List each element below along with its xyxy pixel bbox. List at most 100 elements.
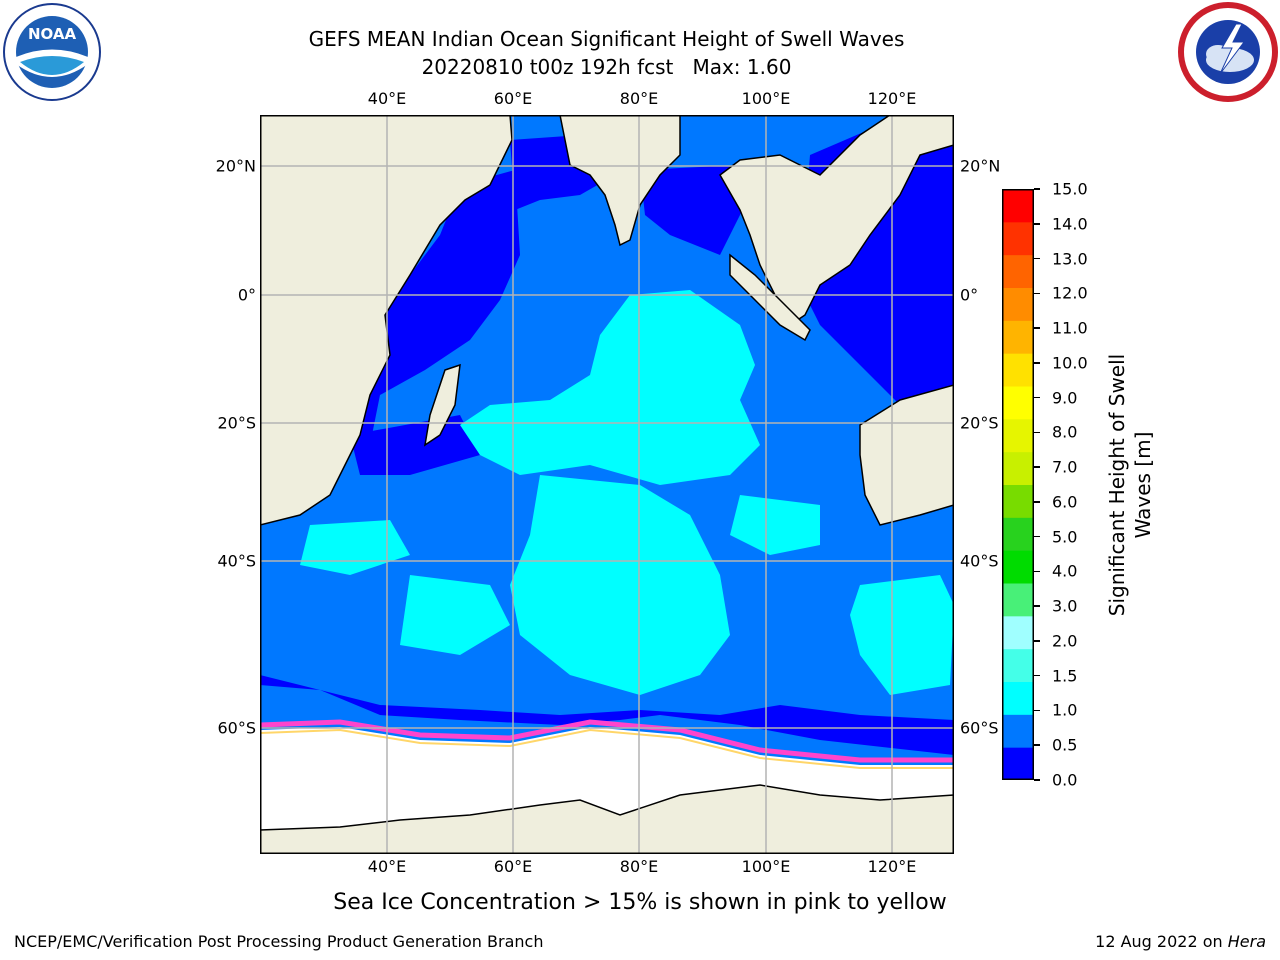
colorbar-band [1002, 320, 1034, 354]
colorbar-tick-mark [1034, 640, 1040, 642]
colorbar-tick-label: 11.0 [1052, 318, 1088, 338]
india-landmass [559, 114, 681, 247]
colorbar-tick-label: 15.0 [1052, 179, 1088, 199]
colorbar-tick-mark [1034, 674, 1040, 677]
colorbar-tick-label: 4.0 [1052, 561, 1078, 581]
colorbar-band [1002, 254, 1034, 288]
colorbar-band [1002, 648, 1034, 682]
colorbar-tick-mark [1034, 223, 1040, 225]
colorbar-band [1002, 353, 1034, 387]
colorbar-tick-label: 5.0 [1052, 527, 1078, 547]
colorbar-tick-label: 1.5 [1052, 666, 1078, 686]
colorbar-tick-mark [1034, 501, 1040, 503]
southeast-asia-landmass [719, 114, 955, 327]
colorbar-band [1002, 714, 1034, 748]
lon-tick-top: 80°E [619, 89, 659, 108]
colorbar-band [1002, 418, 1034, 453]
colorbar-tick-mark [1034, 535, 1040, 538]
lon-tick-top: 120°E [867, 89, 917, 108]
colorbar-band [1002, 287, 1034, 321]
noaa-logo: NOAA [2, 2, 102, 102]
colorbar-tick-mark [1034, 744, 1040, 746]
sumatra-landmass [729, 253, 811, 342]
colorbar-label-line2: Waves [m] [1131, 431, 1155, 539]
lon-tick-top: 60°E [493, 89, 533, 108]
noaa-logo-text: NOAA [28, 25, 77, 43]
colorbar-tick-label: 2.0 [1052, 631, 1078, 651]
colorbar-band [1002, 451, 1034, 485]
colorbar-tick-label: 10.0 [1052, 353, 1088, 373]
colorbar-band [1002, 615, 1034, 650]
colorbar-label: Significant Height of Swell Waves [m] [1104, 185, 1156, 785]
colorbar-band [1002, 681, 1034, 715]
colorbar-band [1002, 747, 1034, 781]
colorbar-tick-label: 3.0 [1052, 596, 1078, 616]
lon-tick-bottom: 100°E [741, 857, 791, 876]
sea-ice-edge [259, 719, 954, 763]
colorbar-tick-mark [1034, 396, 1040, 399]
colorbar-tick-mark [1034, 709, 1040, 712]
colorbar-tick-mark [1034, 188, 1040, 190]
colorbar-label-line1: Significant Height of Swell [1105, 353, 1129, 617]
footer-machine: Hera [1227, 932, 1266, 951]
map-canvas [259, 114, 955, 855]
lon-tick-top: 100°E [741, 89, 791, 108]
map-panel [259, 114, 955, 855]
colorbar [1002, 189, 1034, 781]
sea-ice-edge-inner [259, 728, 954, 769]
colorbar-band [1002, 517, 1034, 551]
colorbar-tick-mark [1034, 431, 1040, 434]
lat-tick-right: 40°S [960, 551, 999, 571]
colorbar-tick-mark [1034, 605, 1040, 607]
colorbar-tick-label: 14.0 [1052, 214, 1088, 234]
graticule [260, 115, 954, 854]
colorbar-tick-label: 8.0 [1052, 422, 1078, 442]
colorbar-tick-mark [1034, 362, 1040, 364]
colorbar-band [1002, 583, 1034, 617]
lat-tick-left: 20°N [215, 156, 256, 176]
colorbar-tick-label: 0.5 [1052, 735, 1078, 755]
colorbar-band [1002, 484, 1034, 518]
lat-tick-left: 0° [237, 285, 256, 305]
colorbar-band [1002, 386, 1034, 420]
colorbar-tick-label: 7.0 [1052, 457, 1078, 477]
australia-landmass [859, 384, 955, 526]
nws-logo [1178, 2, 1278, 102]
colorbar-tick-mark [1034, 570, 1040, 573]
lat-tick-right: 20°S [960, 413, 999, 433]
colorbar-tick-mark [1034, 257, 1040, 260]
chart-title-line1: GEFS MEAN Indian Ocean Significant Heigh… [308, 27, 905, 51]
colorbar-band [1002, 550, 1034, 584]
lat-tick-left: 40°S [217, 551, 256, 571]
lon-tick-bottom: 60°E [493, 857, 533, 876]
sea-ice-note: Sea Ice Concentration > 15% is shown in … [333, 890, 947, 915]
lat-tick-left: 20°S [217, 413, 256, 433]
colorbar-svg [1002, 189, 1034, 781]
colorbar-tick-label: 13.0 [1052, 249, 1088, 269]
colorbar-tick-label: 0.0 [1052, 770, 1078, 790]
madagascar-landmass [423, 363, 461, 447]
lon-tick-top: 40°E [367, 89, 407, 108]
colorbar-tick-label: 1.0 [1052, 700, 1078, 720]
footer-credit: NCEP/EMC/Verification Post Processing Pr… [14, 932, 544, 951]
colorbar-tick-mark [1034, 779, 1040, 781]
colorbar-tick-label: 9.0 [1052, 388, 1078, 408]
colorbar-bands [1002, 189, 1034, 781]
map-frame [260, 115, 954, 854]
lon-tick-bottom: 120°E [867, 857, 917, 876]
colorbar-band [1002, 189, 1034, 223]
lat-tick-right: 0° [960, 285, 979, 305]
lon-tick-bottom: 80°E [619, 857, 659, 876]
footer-date-text: 12 Aug 2022 on [1095, 932, 1228, 951]
chart-title-line2: 20220810 t00z 192h fcst Max: 1.60 [421, 55, 792, 79]
lon-tick-bottom: 40°E [367, 857, 407, 876]
colorbar-band [1002, 221, 1034, 256]
colorbar-tick-mark [1034, 327, 1040, 329]
lat-tick-left: 60°S [217, 718, 256, 738]
lat-tick-right: 20°N [960, 156, 1001, 176]
colorbar-tick-mark [1034, 466, 1040, 468]
colorbar-tick-label: 6.0 [1052, 492, 1078, 512]
colorbar-tick-mark [1034, 292, 1040, 295]
lat-tick-right: 60°S [960, 718, 999, 738]
footer-date: 12 Aug 2022 on Hera [1095, 932, 1266, 951]
